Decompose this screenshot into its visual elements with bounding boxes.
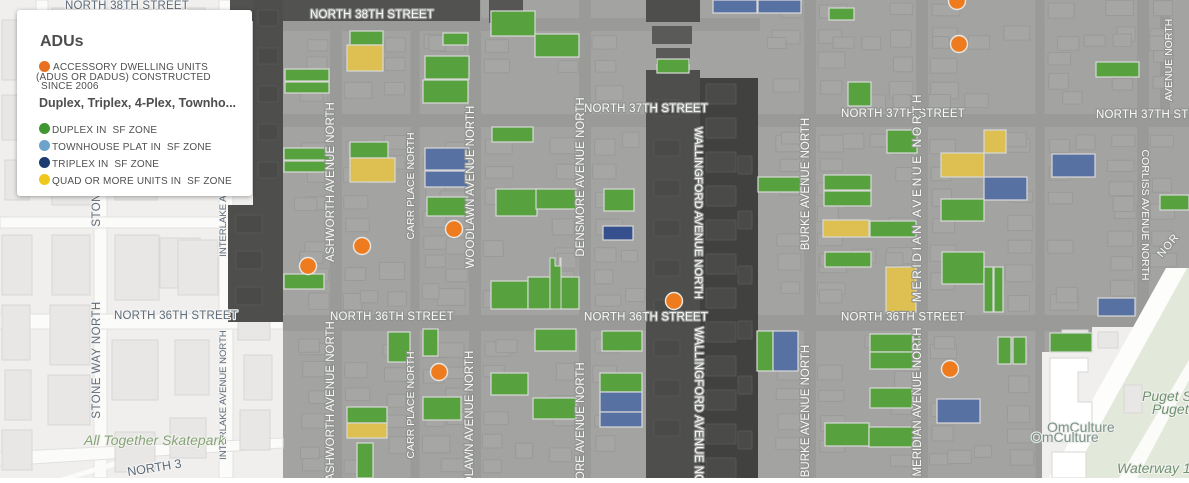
svg-text:NORTH 38TH STREET: NORTH 38TH STREET: [310, 9, 434, 21]
svg-text:DENSMORE AVENUE NORTH: DENSMORE AVENUE NORTH: [575, 362, 587, 478]
svg-text:Waterway 18: Waterway 18: [1117, 460, 1189, 476]
svg-text:MERIDIAN AVENUE NORTH: MERIDIAN AVENUE NORTH: [912, 327, 924, 476]
svg-text:All Together Skatepark: All Together Skatepark: [83, 432, 226, 448]
svg-text:CORLISS AVENUE NORTH: CORLISS AVENUE NORTH: [1139, 150, 1151, 281]
svg-text:WALLINGFORD AVENUE NORTH: WALLINGFORD AVENUE NORTH: [692, 127, 704, 299]
svg-text:WOODLAWN AVENUE NORTH: WOODLAWN AVENUE NORTH: [465, 106, 477, 269]
svg-text:STONE WAY NORTH: STONE WAY NORTH: [91, 301, 103, 418]
svg-text:Puget S: Puget S: [1152, 401, 1189, 417]
svg-text:NORTH 37TH STREET: NORTH 37TH STREET: [841, 108, 965, 120]
svg-text:NORTH 36TH STREET: NORTH 36TH STREET: [841, 312, 965, 324]
svg-text:Puget So: Puget So: [1142, 388, 1189, 404]
svg-text:CARR PLACE NORTH: CARR PLACE NORTH: [405, 351, 417, 458]
svg-text:WALLINGFORD AVENUE NORTH: WALLINGFORD AVENUE NORTH: [692, 327, 704, 478]
svg-text:NORTH 36TH STREET: NORTH 36TH STREET: [114, 310, 238, 322]
svg-text:ASHWORTH AVENUE NORTH: ASHWORTH AVENUE NORTH: [325, 321, 337, 478]
svg-text:OmCulture: OmCulture: [1047, 419, 1115, 435]
svg-text:BURKE AVENUE NORTH: BURKE AVENUE NORTH: [800, 345, 812, 478]
svg-text:NORTH 37TH STREET: NORTH 37TH STREET: [584, 103, 708, 115]
svg-text:INTERLAKE AVENUE NORTH: INTERLAKE AVENUE NORTH: [218, 330, 229, 460]
svg-text:CARR PLACE NORTH: CARR PLACE NORTH: [405, 132, 417, 239]
svg-text:AVENUE NORTH: AVENUE NORTH: [1163, 19, 1175, 101]
svg-text:NORTH 36TH STREET: NORTH 36TH STREET: [584, 312, 708, 324]
svg-text:NORTH 36TH STREET: NORTH 36TH STREET: [330, 311, 454, 323]
svg-text:NORTH 37TH STREET: NORTH 37TH STREET: [1096, 109, 1189, 121]
svg-text:MERIDIAN AVENUE NORTH: MERIDIAN AVENUE NORTH: [910, 92, 924, 302]
svg-text:DENSMORE AVENUE NORTH: DENSMORE AVENUE NORTH: [575, 97, 587, 256]
svg-text:NORTH 38TH STREET: NORTH 38TH STREET: [65, 0, 189, 12]
svg-text:WOODLAWN AVENUE NORTH: WOODLAWN AVENUE NORTH: [464, 351, 476, 478]
svg-text:OmCulture: OmCulture: [1031, 429, 1099, 445]
svg-text:BURKE AVENUE NORTH: BURKE AVENUE NORTH: [800, 118, 812, 251]
svg-text:ASHWORTH AVENUE NORTH: ASHWORTH AVENUE NORTH: [325, 102, 337, 262]
